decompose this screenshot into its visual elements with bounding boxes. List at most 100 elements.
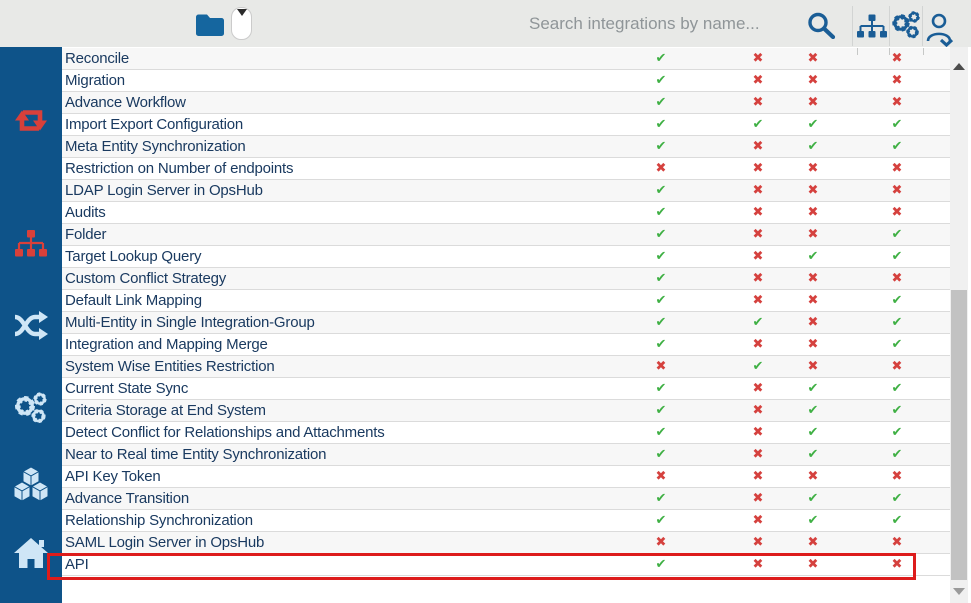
check-icon: ✔ [807, 139, 819, 154]
cross-icon: ✖ [807, 227, 819, 242]
cross-icon: ✖ [891, 557, 903, 572]
cross-icon: ✖ [891, 205, 903, 220]
cross-icon: ✖ [752, 491, 764, 506]
cubes-icon [11, 465, 51, 503]
shuffle-icon [13, 309, 49, 341]
feature-name: Restriction on Number of endpoints [65, 160, 294, 177]
check-icon: ✔ [807, 425, 819, 440]
header-divider [852, 6, 853, 46]
table-row: Target Lookup Query ✔ ✖ ✔ ✔ [62, 246, 950, 268]
feature-name: Custom Conflict Strategy [65, 270, 227, 287]
caret-down-icon [236, 9, 247, 31]
cross-icon: ✖ [891, 95, 903, 110]
cross-icon: ✖ [891, 73, 903, 88]
check-icon: ✔ [655, 249, 667, 264]
check-icon: ✔ [891, 337, 903, 352]
folder-icon [194, 10, 226, 38]
cross-icon: ✖ [752, 51, 764, 66]
check-icon: ✔ [655, 271, 667, 286]
check-icon: ✔ [807, 513, 819, 528]
cross-icon: ✖ [752, 205, 764, 220]
table-row: Custom Conflict Strategy ✔ ✖ ✖ ✖ [62, 268, 950, 290]
scroll-down-arrow-icon[interactable] [953, 588, 965, 595]
feature-name: Import Export Configuration [65, 116, 244, 133]
feature-name: Near to Real time Entity Synchronization [65, 446, 327, 463]
check-icon: ✔ [752, 315, 764, 330]
sidebar-item-modules[interactable] [0, 465, 62, 503]
cross-icon: ✖ [891, 51, 903, 66]
folder-button[interactable] [194, 9, 226, 39]
check-icon: ✔ [655, 513, 667, 528]
check-icon: ✔ [752, 359, 764, 374]
feature-name: Current State Sync [65, 380, 189, 397]
table-row: Detect Conflict for Relationships and At… [62, 422, 950, 444]
check-icon: ✔ [891, 513, 903, 528]
table-row: Relationship Synchronization ✔ ✖ ✔ ✔ [62, 510, 950, 532]
table-row: Reconcile ✔ ✖ ✖ ✖ [62, 48, 950, 70]
table-row: Folder ✔ ✖ ✖ ✔ [62, 224, 950, 246]
sidebar-item-sync[interactable] [0, 105, 62, 136]
user-menu-button[interactable] [925, 6, 955, 47]
feature-name: Detect Conflict for Relationships and At… [65, 424, 385, 441]
table-row: Meta Entity Synchronization ✔ ✖ ✔ ✔ [62, 136, 950, 158]
sidebar [0, 47, 62, 603]
feature-name: Meta Entity Synchronization [65, 138, 246, 155]
check-icon: ✔ [655, 139, 667, 154]
scroll-up-arrow-icon[interactable] [953, 63, 965, 70]
table-row: Current State Sync ✔ ✖ ✔ ✔ [62, 378, 950, 400]
feature-name: API [65, 556, 89, 573]
cross-icon: ✖ [891, 535, 903, 550]
table-row: API Key Token ✖ ✖ ✖ ✖ [62, 466, 950, 488]
check-icon: ✔ [655, 293, 667, 308]
sidebar-item-home[interactable] [0, 536, 62, 570]
cross-icon: ✖ [752, 557, 764, 572]
cross-icon: ✖ [807, 293, 819, 308]
settings-button[interactable] [891, 9, 921, 41]
cross-icon: ✖ [807, 557, 819, 572]
cross-icon: ✖ [752, 183, 764, 198]
check-icon: ✔ [655, 447, 667, 462]
sidebar-item-hierarchy[interactable] [0, 229, 62, 257]
cross-icon: ✖ [807, 183, 819, 198]
cross-icon: ✖ [807, 315, 819, 330]
search-input[interactable] [527, 9, 803, 39]
feature-name: Target Lookup Query [65, 248, 202, 265]
search-button[interactable] [806, 11, 838, 39]
cross-icon: ✖ [807, 337, 819, 352]
folder-dropdown-button[interactable] [231, 7, 252, 40]
vertical-scrollbar[interactable] [950, 47, 968, 603]
cross-icon: ✖ [655, 535, 667, 550]
check-icon: ✔ [891, 315, 903, 330]
feature-name: LDAP Login Server in OpsHub [65, 182, 263, 199]
chevron-down-icon [939, 38, 954, 47]
check-icon: ✔ [655, 95, 667, 110]
feature-name: Audits [65, 204, 106, 221]
check-icon: ✔ [891, 381, 903, 396]
check-icon: ✔ [807, 249, 819, 264]
feature-name: Folder [65, 226, 107, 243]
cross-icon: ✖ [655, 469, 667, 484]
search-icon [806, 11, 838, 39]
feature-name: Relationship Synchronization [65, 512, 253, 529]
table-row: System Wise Entities Restriction ✖ ✔ ✖ ✖ [62, 356, 950, 378]
integrations-hierarchy-button[interactable] [856, 14, 888, 38]
feature-name: SAML Login Server in OpsHub [65, 534, 265, 551]
cross-icon: ✖ [752, 271, 764, 286]
table-row: Restriction on Number of endpoints ✖ ✖ ✖ ✖ [62, 158, 950, 180]
sitemap-icon [14, 229, 48, 257]
table-row: Migration ✔ ✖ ✖ ✖ [62, 70, 950, 92]
feature-name: Integration and Mapping Merge [65, 336, 268, 353]
sidebar-item-shuffle[interactable] [0, 309, 62, 341]
sidebar-item-settings[interactable] [0, 389, 62, 425]
cross-icon: ✖ [807, 535, 819, 550]
cross-icon: ✖ [752, 535, 764, 550]
check-icon: ✔ [807, 447, 819, 462]
scrollbar-thumb[interactable] [951, 290, 967, 580]
column-tick [923, 48, 924, 55]
table-row: Import Export Configuration ✔ ✔ ✔ ✔ [62, 114, 950, 136]
check-icon: ✔ [655, 403, 667, 418]
cross-icon: ✖ [891, 183, 903, 198]
table-row: Advance Transition ✔ ✖ ✔ ✔ [62, 488, 950, 510]
check-icon: ✔ [891, 403, 903, 418]
check-icon: ✔ [891, 117, 903, 132]
